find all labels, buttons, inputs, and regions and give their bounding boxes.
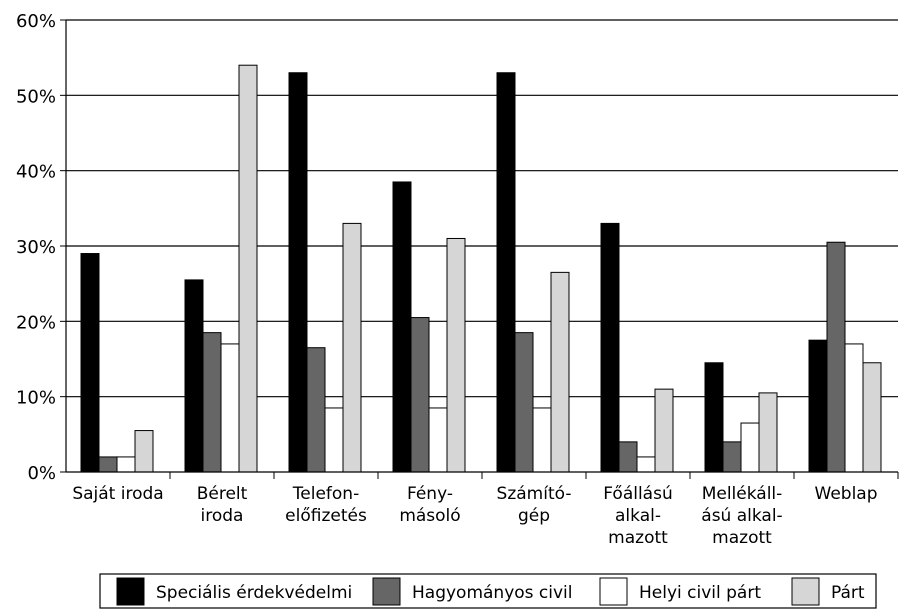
x-tick-label: mazott — [712, 528, 772, 548]
y-tick-label: 50% — [16, 86, 56, 107]
bar — [826, 241, 846, 473]
bar — [532, 407, 552, 473]
bar — [600, 222, 620, 473]
bars — [80, 64, 882, 473]
bar — [704, 362, 724, 473]
y-tick-label: 60% — [16, 11, 56, 32]
bar — [220, 343, 240, 473]
bar — [618, 441, 638, 473]
y-tick-label: 10% — [16, 388, 56, 409]
bar — [740, 422, 760, 473]
bar — [514, 332, 534, 473]
y-tick-label: 30% — [16, 237, 56, 258]
bar — [496, 72, 516, 473]
legend-label: Speciális érdekvédelmi — [156, 583, 352, 603]
legend: Speciális érdekvédelmi Hagyományos civil H… — [99, 573, 877, 609]
x-tick-label: alkal- — [615, 506, 661, 526]
bar — [134, 430, 154, 473]
x-tick-label: Főállású — [603, 484, 673, 504]
bar — [722, 441, 742, 473]
legend-swatch — [791, 577, 820, 606]
bar — [342, 222, 362, 473]
bar — [184, 279, 204, 473]
y-tick-label: 40% — [16, 162, 56, 183]
bar — [80, 253, 100, 473]
bar — [758, 392, 778, 473]
x-tick-label: gép — [518, 506, 550, 526]
x-tick-label: ású alkal- — [701, 506, 782, 526]
x-tick-label: előfizetés — [285, 506, 367, 526]
legend-label: Hagyományos civil — [412, 583, 573, 603]
bar — [306, 347, 326, 473]
bar — [446, 237, 466, 473]
y-tick-label: 0% — [27, 463, 56, 484]
legend-label: Párt — [831, 583, 865, 603]
bar — [238, 64, 258, 473]
y-tick-labels: 0% 10% 20% 30% 40% 50% 60% — [16, 11, 56, 484]
bar — [428, 407, 448, 473]
bar — [324, 407, 344, 473]
legend-swatch — [599, 577, 628, 606]
x-tick-label: Fény- — [407, 484, 453, 504]
x-tick-label: Számító- — [497, 484, 572, 504]
legend-box — [99, 573, 877, 609]
bar — [392, 181, 412, 473]
bar — [410, 317, 430, 473]
x-tick-label: Saját iroda — [72, 484, 163, 504]
x-tick-label: iroda — [201, 506, 244, 526]
bar — [116, 456, 136, 473]
bar — [550, 271, 570, 473]
x-tick-label: Bérelt — [197, 484, 248, 504]
bar — [288, 72, 308, 473]
axes — [60, 19, 899, 479]
x-tick-label: Mellékáll- — [702, 484, 783, 504]
bar — [654, 388, 674, 473]
x-tick-label: Telefon- — [292, 484, 359, 504]
bar — [862, 362, 882, 473]
y-tick-label: 20% — [16, 312, 56, 333]
x-tick-label: Weblap — [815, 484, 878, 504]
legend-swatch — [116, 577, 145, 606]
legend-label: Helyi civil párt — [639, 583, 761, 603]
bar — [844, 343, 864, 473]
x-tick-label: másoló — [399, 506, 460, 526]
bar — [808, 339, 828, 473]
bar — [202, 332, 222, 473]
bar — [636, 456, 656, 473]
legend-swatch — [372, 577, 401, 606]
bar — [98, 456, 118, 473]
x-tick-label: mazott — [608, 528, 668, 548]
